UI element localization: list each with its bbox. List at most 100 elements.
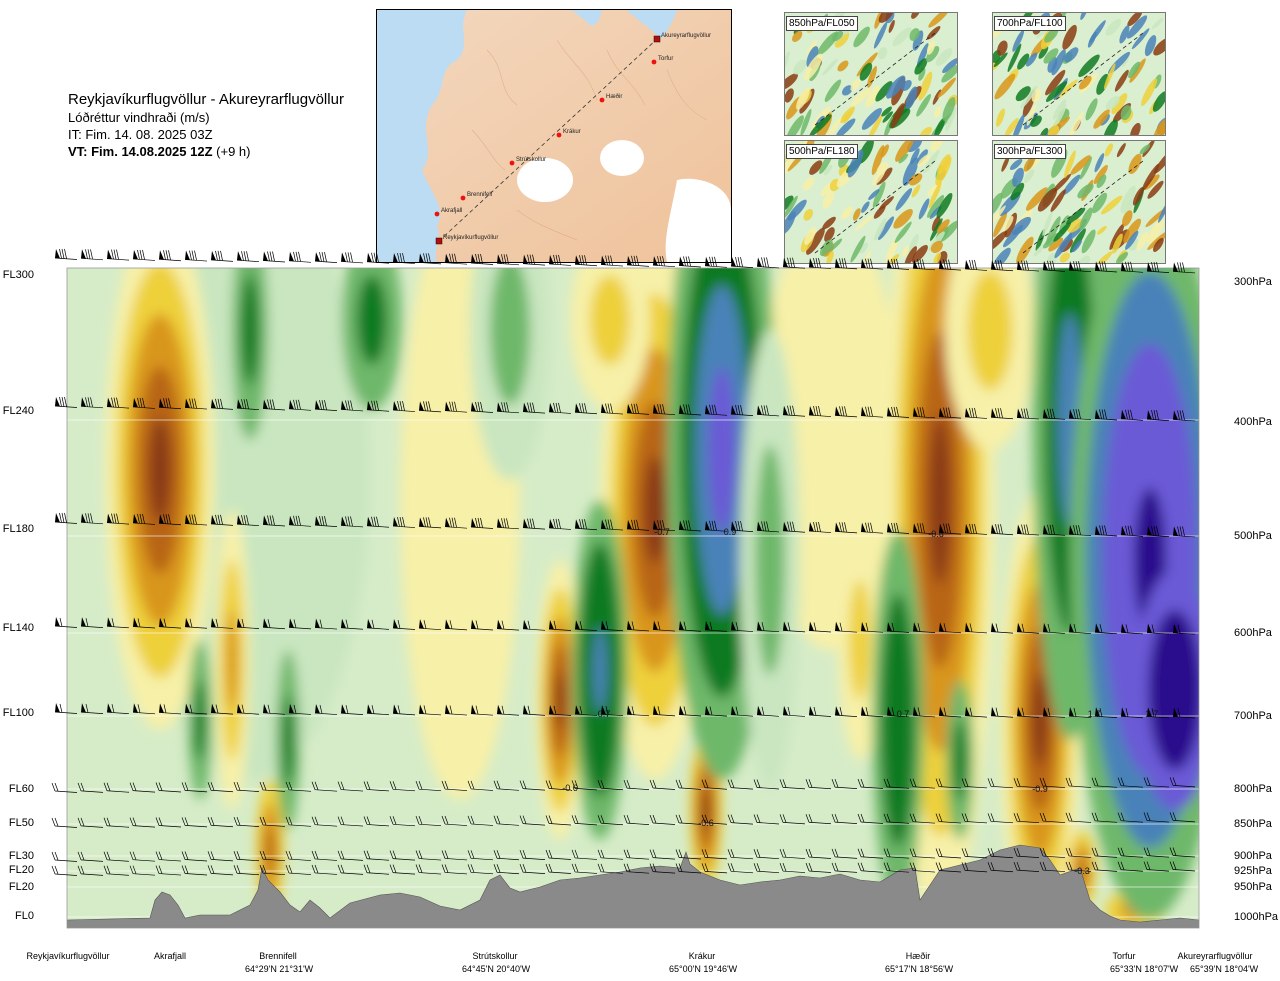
- wind-barb: [1146, 623, 1170, 635]
- wind-barb: [649, 814, 676, 825]
- wind-barb: [938, 706, 962, 718]
- glacier-vatnajokull: [665, 178, 731, 262]
- thumbnail-cell: [901, 245, 910, 258]
- velocity-band: [490, 268, 530, 405]
- wind-barb: [574, 255, 598, 267]
- thumbnail-cell: [936, 219, 950, 234]
- wind-barb: [1146, 707, 1170, 719]
- wind-barb: [652, 404, 676, 416]
- thumbnail-cell: [861, 201, 870, 213]
- velocity-band: [1161, 650, 1189, 730]
- thumbnail-cell: [1087, 31, 1097, 48]
- wind-barb: [1016, 706, 1040, 718]
- wind-barb: [805, 848, 832, 859]
- wind-barb: [233, 781, 260, 792]
- thumbnail-cell: [1067, 218, 1083, 233]
- thumbnail-cell: [1012, 167, 1024, 187]
- flight-level-label: FL50: [8, 817, 34, 829]
- flight-level-label: FL30: [8, 850, 34, 862]
- wind-barb: [909, 813, 936, 824]
- wind-barb: [678, 520, 702, 532]
- thumbnail-cell: [1002, 215, 1014, 232]
- wind-barb: [964, 259, 988, 271]
- thumbnail-cell: [796, 87, 810, 110]
- thumbnail-cell: [936, 192, 953, 218]
- wind-barb: [1039, 847, 1066, 858]
- thumbnail-cell: [930, 240, 943, 254]
- wind-barb: [1094, 707, 1118, 719]
- wind-barb: [80, 249, 104, 261]
- wind-barb: [834, 522, 858, 534]
- wind-barbs: [51, 248, 1196, 876]
- wind-barb: [207, 817, 234, 828]
- wind-barb: [1068, 525, 1092, 537]
- wind-barb: [571, 815, 598, 826]
- wind-barb: [938, 259, 962, 271]
- wind-barb: [493, 780, 520, 791]
- thumbnail-cell: [1136, 231, 1149, 251]
- wind-barb: [987, 848, 1014, 859]
- vertical-velocity-field: [105, 268, 1199, 928]
- thumbnail-cell: [787, 199, 807, 221]
- wind-barb: [1117, 847, 1144, 858]
- station-coordinate: 64°45'N 20°40'W: [462, 964, 531, 974]
- wind-barb: [444, 619, 468, 631]
- thumbnail-cell: [886, 75, 906, 99]
- thumbnail-500[interactable]: 500hPa/FL180: [784, 140, 958, 264]
- thumbnail-cell: [1139, 144, 1151, 155]
- wind-barb: [883, 848, 910, 859]
- waypoint-label: Strútskollur: [516, 157, 546, 163]
- wind-barb: [285, 850, 312, 861]
- wind-barb: [883, 778, 910, 789]
- contour-value-label: -0.9: [1032, 784, 1048, 794]
- thumbnail-cell: [993, 211, 1008, 238]
- thumbnail-cell: [865, 85, 880, 108]
- thumbnail-300-field: [993, 141, 1165, 263]
- thumbnail-cell: [997, 40, 1008, 56]
- thumbnail-cell: [919, 126, 932, 135]
- wind-barb: [808, 621, 832, 633]
- wind-barb: [366, 516, 390, 528]
- thumbnail-850[interactable]: 850hPa/FL050: [784, 12, 958, 136]
- wind-barb: [938, 407, 962, 419]
- wind-barb: [1094, 623, 1118, 635]
- wind-barb: [857, 862, 884, 873]
- route-map: Reykjavíkurflugvöllur Akrafjall Brennifell…: [376, 9, 732, 263]
- thumbnail-cell: [785, 153, 793, 176]
- wind-barb: [340, 618, 364, 630]
- wind-barb: [675, 779, 702, 790]
- thumbnail-cell: [853, 26, 870, 48]
- wind-barb: [756, 521, 780, 533]
- wind-barb: [597, 863, 624, 874]
- thumbnail-cell: [847, 149, 864, 178]
- wind-barb: [548, 518, 572, 530]
- thumbnail-cell: [909, 28, 920, 42]
- thumbnail-cell: [1097, 225, 1107, 235]
- wind-barb: [597, 849, 624, 860]
- wind-barb: [545, 815, 572, 826]
- thumbnail-cell: [1045, 69, 1066, 96]
- thumbnail-cell: [885, 238, 898, 263]
- thumbnail-cell: [1039, 127, 1049, 135]
- velocity-band: [555, 672, 565, 728]
- wind-barb: [132, 397, 156, 409]
- thumbnail-cell: [1120, 105, 1132, 121]
- thumbnail-700[interactable]: 700hPa/FL100: [992, 12, 1166, 136]
- thumbnail-cell: [941, 64, 957, 83]
- thumbnail-300[interactable]: 300hPa/FL300: [992, 140, 1166, 264]
- wind-barb: [103, 865, 130, 876]
- thumbnail-cell: [906, 141, 923, 153]
- wind-barb: [961, 778, 988, 789]
- wind-barb: [493, 850, 520, 861]
- thumbnail-cell: [1033, 243, 1046, 257]
- thumbnail-cell: [872, 181, 886, 208]
- contour-value-label: 2.7: [1146, 709, 1159, 719]
- pressure-level-label: 400hPa: [1234, 416, 1272, 428]
- thumbnail-850-label: 850hPa/FL050: [786, 16, 858, 31]
- thumbnail-cell: [1044, 28, 1059, 43]
- wind-barb: [77, 782, 104, 793]
- wind-barb: [730, 405, 754, 416]
- station-label: Hæðir: [905, 951, 931, 961]
- wind-barb: [418, 619, 442, 631]
